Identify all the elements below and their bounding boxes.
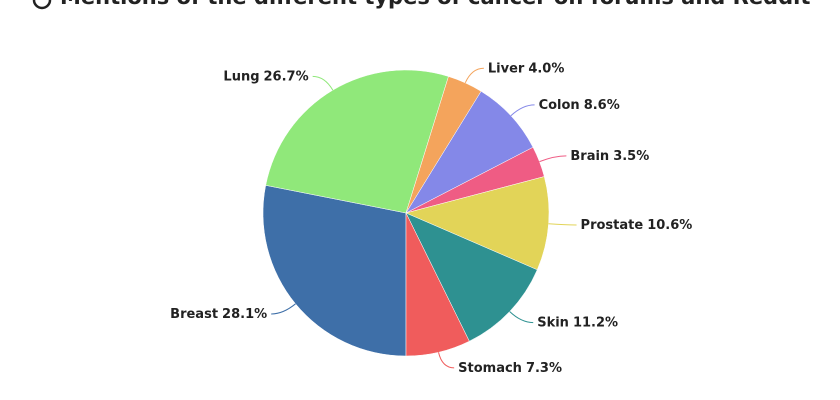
slice-category: Liver — [488, 61, 525, 76]
slice-label: Colon 8.6% — [539, 97, 620, 112]
slice-value-label: 28.1% — [222, 306, 267, 321]
slice-category: Brain — [570, 148, 609, 163]
pie-slice — [405, 176, 550, 271]
leader-line — [509, 311, 534, 324]
slice-category: Skin — [537, 315, 569, 330]
slice-value-label: 10.6% — [647, 217, 692, 232]
leader-line — [464, 67, 484, 84]
slice-category: Lung — [223, 69, 259, 84]
slice-category: Breast — [170, 306, 218, 321]
slice-label: Lung 26.7% — [223, 69, 308, 84]
slice-label: Stomach 7.3% — [458, 360, 562, 375]
leader-line — [438, 352, 455, 369]
slice-category: Prostate — [581, 217, 644, 232]
chart-title: Mentions of the different types of cance… — [60, 0, 810, 9]
slice-value-label: 26.7% — [264, 69, 309, 84]
leader-line — [510, 104, 535, 117]
slice-value-label: 4.0% — [528, 61, 564, 76]
leader-line — [312, 75, 334, 91]
slice-category: Colon — [539, 97, 580, 112]
slice-label: Brain 3.5% — [570, 148, 649, 163]
pie-slice — [405, 212, 470, 357]
slice-label: Skin 11.2% — [537, 315, 618, 330]
slice-value-label: 7.3% — [526, 360, 562, 375]
leader-line — [539, 155, 567, 163]
leader-line — [548, 223, 577, 226]
slice-value-label: 11.2% — [573, 315, 618, 330]
slice-value-label: 8.6% — [584, 97, 620, 112]
pie-slice — [265, 69, 449, 214]
title-icon — [32, 0, 52, 10]
slice-category: Stomach — [458, 360, 522, 375]
leader-line — [271, 303, 296, 315]
pie-slice — [405, 212, 538, 342]
slice-label: Breast 28.1% — [170, 306, 267, 321]
slice-label: Prostate 10.6% — [581, 217, 693, 232]
slice-value-label: 3.5% — [613, 148, 649, 163]
slice-label: Liver 4.0% — [488, 61, 565, 76]
